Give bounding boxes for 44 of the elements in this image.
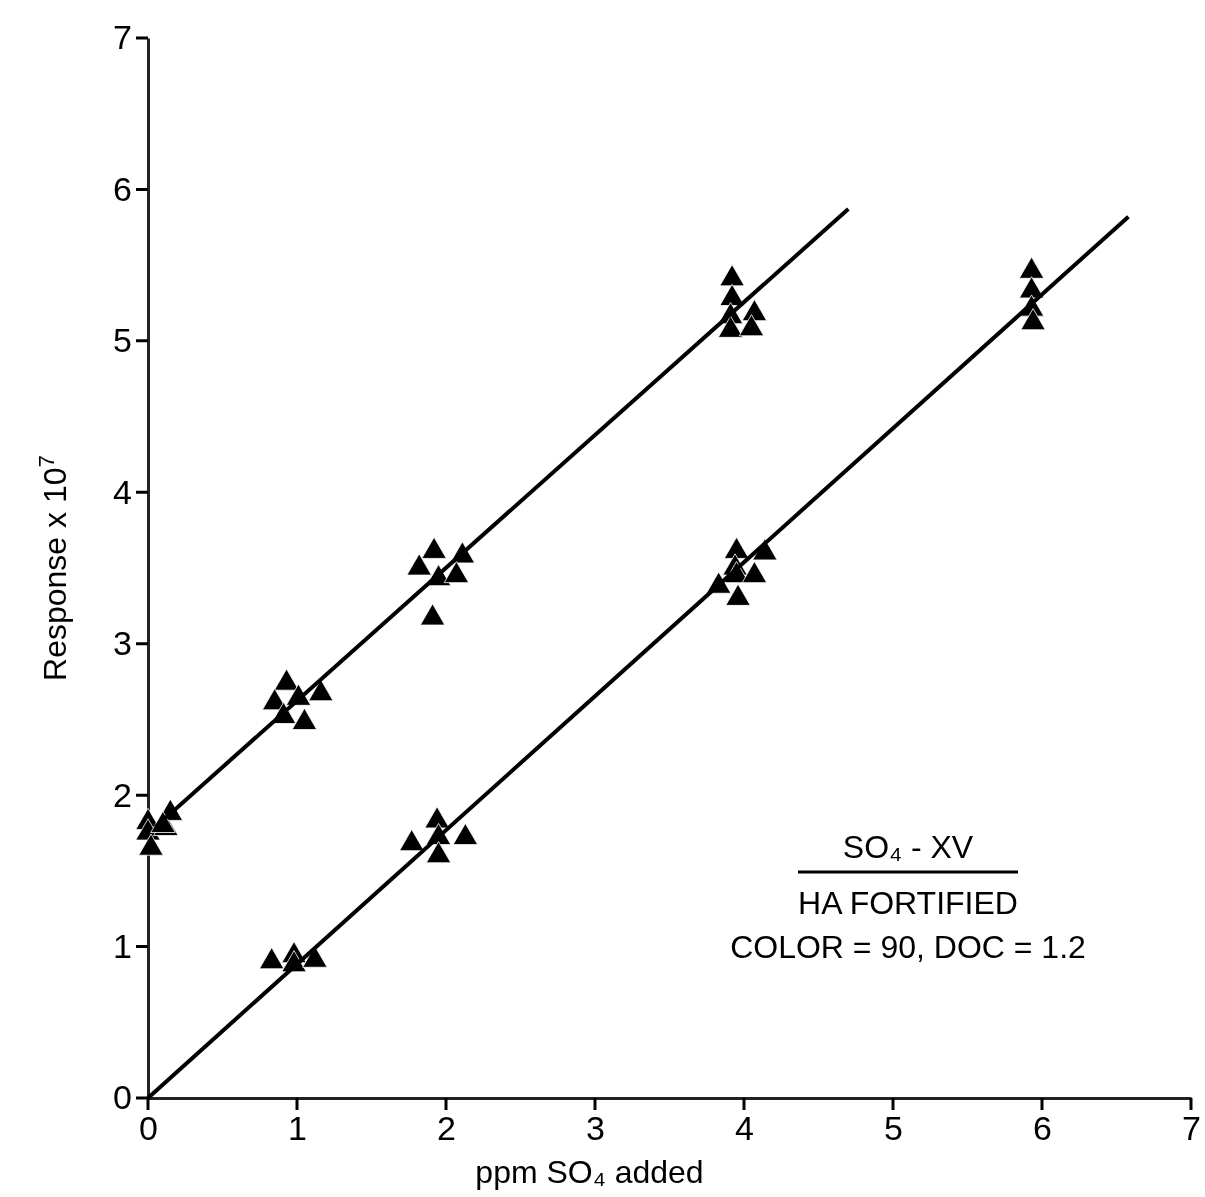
point bbox=[424, 806, 450, 829]
x-tick-label: 5 bbox=[884, 1109, 903, 1148]
x-tick-label: 3 bbox=[586, 1109, 605, 1148]
point bbox=[741, 561, 768, 584]
point bbox=[421, 536, 447, 559]
x-tick-label: 7 bbox=[1182, 1109, 1201, 1148]
point bbox=[419, 603, 446, 626]
point bbox=[273, 668, 300, 691]
x-axis-title: ppm SO₄ added bbox=[475, 1154, 704, 1190]
annotation: COLOR = 90, DOC = 1.2 bbox=[730, 929, 1086, 965]
x-tick-label: 0 bbox=[139, 1109, 158, 1148]
y-tick-label: 3 bbox=[113, 624, 132, 663]
y-tick-label: 1 bbox=[113, 926, 132, 965]
point bbox=[752, 538, 778, 561]
y-tick-label: 0 bbox=[113, 1078, 132, 1117]
point bbox=[291, 707, 318, 730]
annotation: SO₄ - XV bbox=[842, 829, 974, 865]
point bbox=[723, 536, 750, 559]
point bbox=[1020, 308, 1046, 331]
annotation: HA FORTIFIED bbox=[798, 885, 1018, 921]
point bbox=[308, 679, 334, 702]
y-tick-label: 6 bbox=[113, 169, 132, 208]
x-tick-label: 4 bbox=[735, 1109, 754, 1148]
point bbox=[443, 561, 470, 584]
point bbox=[719, 283, 745, 306]
point bbox=[1018, 276, 1045, 299]
x-tick-label: 2 bbox=[437, 1109, 456, 1148]
point bbox=[406, 553, 432, 576]
point bbox=[452, 823, 479, 846]
y-tick-label: 7 bbox=[113, 18, 132, 57]
point bbox=[719, 264, 745, 287]
point bbox=[138, 833, 164, 856]
point bbox=[259, 947, 285, 970]
point bbox=[717, 315, 744, 338]
point bbox=[725, 583, 751, 606]
point bbox=[1018, 256, 1045, 279]
point bbox=[738, 314, 765, 337]
point bbox=[425, 841, 452, 864]
y-tick-label: 2 bbox=[113, 775, 132, 814]
y-tick-label: 4 bbox=[113, 472, 132, 511]
point bbox=[399, 829, 425, 852]
y-tick-label: 5 bbox=[113, 321, 132, 360]
x-tick-label: 6 bbox=[1033, 1109, 1052, 1148]
x-tick-label: 1 bbox=[288, 1109, 307, 1148]
